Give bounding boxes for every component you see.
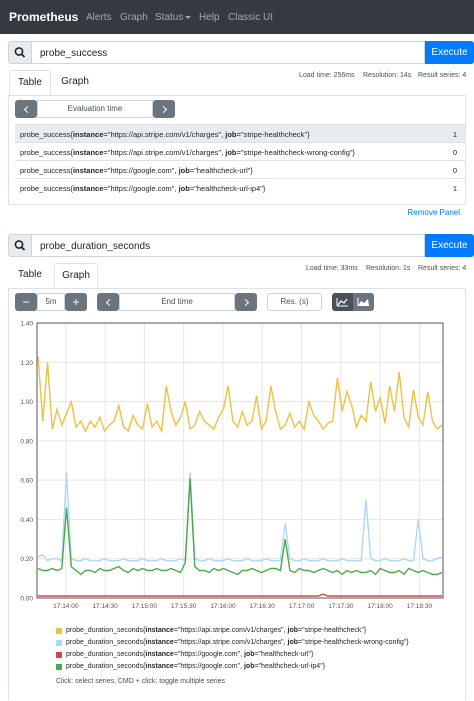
eval-time-next-button[interactable] (153, 100, 175, 118)
area-chart-icon (357, 298, 369, 306)
x-tick-label: 17:14:30 (92, 603, 118, 610)
nav-classic-ui[interactable]: Classic UI (228, 12, 274, 23)
nav-status-label: Status (155, 12, 184, 23)
x-tick-label: 17:15:30 (171, 603, 197, 610)
y-axis: 0.00 0.20 0.40 0.60 0.80 1.00 1.20 1.40 (20, 321, 33, 603)
series-line (38, 593, 442, 597)
execute-button[interactable]: Execute (425, 41, 474, 64)
x-axis: 17:14:00 17:14:30 17:15:00 17:15:30 17:16:00… (53, 603, 432, 610)
series-label: probe_success{instance="https://api.stri… (20, 148, 356, 157)
y-tick-label: 1.40 (20, 321, 33, 328)
execute-button[interactable]: Execute (425, 234, 474, 257)
search-icon (14, 47, 26, 58)
chevron-left-icon (105, 298, 113, 307)
range-decrease-button[interactable]: − (15, 293, 37, 311)
range-input[interactable]: 5m (37, 293, 65, 311)
expression-row: probe_duration_seconds Execute (8, 234, 474, 258)
series-label: probe_success{instance="https://google.c… (20, 166, 253, 175)
search-button[interactable] (8, 41, 32, 64)
chevron-down-icon (185, 15, 192, 19)
chart-grid (37, 322, 443, 599)
y-tick-label: 0.40 (20, 517, 33, 524)
x-tick-label: 17:17:00 (289, 603, 315, 610)
result-series: Result series: 4 (418, 72, 467, 79)
nav-alerts[interactable]: Alerts (86, 12, 112, 23)
chart-series (37, 356, 443, 597)
tab-table[interactable]: Table (18, 269, 42, 280)
end-time-next-button[interactable] (235, 293, 257, 311)
load-time: Load time: 256ms (299, 72, 355, 79)
series-value: 1 (452, 184, 457, 193)
tab-graph[interactable]: Graph (61, 76, 89, 87)
y-tick-label: 0.80 (20, 438, 33, 445)
legend-swatch (56, 652, 62, 658)
x-tick-label: 17:17:30 (328, 603, 354, 610)
x-tick-label: 17:18:30 (407, 603, 433, 610)
series-label: probe_success{instance="https://api.stri… (20, 130, 310, 139)
line-chart-toggle[interactable] (332, 293, 353, 311)
series-value: 0 (452, 148, 457, 157)
chevron-left-icon (23, 105, 31, 114)
y-tick-label: 0.20 (20, 556, 33, 563)
y-tick-label: 0.00 (20, 596, 33, 603)
table-tab-body (8, 95, 466, 205)
series-value: 0 (452, 166, 457, 175)
chevron-right-icon (159, 105, 167, 114)
series-value: 1 (452, 130, 457, 139)
load-time: Load time: 33ms (306, 265, 358, 272)
resolution-input[interactable]: Res. (s) (267, 293, 322, 311)
x-tick-label: 17:16:30 (250, 603, 276, 610)
resolution-stat: Resolution: 1s (366, 265, 411, 272)
expression-input[interactable]: probe_duration_seconds (32, 234, 425, 257)
table-row[interactable]: probe_success{instance="https://google.c… (15, 178, 465, 196)
navbar: Prometheus Alerts Graph Status Help Clas… (0, 0, 474, 34)
y-tick-label: 1.20 (20, 360, 33, 367)
eval-time-prev-button[interactable] (15, 100, 37, 118)
legend-hint: Click: select series, CMD + click: toggl… (56, 678, 226, 685)
end-time-input[interactable]: End time (119, 293, 235, 311)
resolution-stat: Resolution: 14s (363, 72, 412, 79)
brand-logo[interactable]: Prometheus (9, 10, 79, 24)
range-increase-button[interactable]: + (65, 293, 87, 311)
remove-panel-link[interactable]: Remove Panel (407, 208, 460, 217)
stacked-chart-toggle[interactable] (353, 293, 374, 311)
expression-row: probe_success Execute (8, 41, 474, 65)
x-tick-label: 17:16:00 (210, 603, 236, 610)
table-row[interactable]: probe_success{instance="https://api.stri… (15, 124, 465, 142)
y-tick-label: 0.60 (20, 478, 33, 485)
table-row[interactable]: probe_success{instance="https://api.stri… (15, 142, 465, 160)
x-tick-label: 17:18:00 (367, 603, 393, 610)
graph-chart[interactable]: 0.00 0.20 0.40 0.60 0.80 1.00 1.20 1.40 17:14:0… (0, 313, 474, 643)
result-series: Result series: 4 (418, 265, 467, 272)
search-button[interactable] (8, 234, 32, 257)
search-icon (14, 240, 26, 251)
legend-swatch (56, 628, 62, 634)
nav-help[interactable]: Help (199, 12, 220, 23)
line-chart-icon (336, 298, 348, 307)
x-tick-label: 17:15:00 (132, 603, 158, 610)
chevron-right-icon (241, 298, 249, 307)
expression-input[interactable]: probe_success (32, 41, 425, 64)
plot-border (36, 322, 444, 599)
series-line (37, 356, 443, 434)
tab-table[interactable]: Table (9, 70, 51, 96)
y-tick-label: 1.00 (20, 399, 33, 406)
legend-swatch (56, 640, 62, 646)
tab-graph[interactable]: Graph (54, 263, 98, 289)
legend-swatch (56, 664, 62, 670)
graph-tab-body (8, 288, 466, 700)
nav-graph[interactable]: Graph (120, 12, 148, 23)
series-label: probe_success{instance="https://google.c… (20, 184, 266, 193)
table-row[interactable]: probe_success{instance="https://google.c… (15, 160, 465, 178)
x-tick-label: 17:14:00 (53, 603, 79, 610)
nav-status[interactable]: Status (155, 12, 192, 23)
evaluation-time-input[interactable]: Evaluation time (37, 100, 153, 118)
end-time-prev-button[interactable] (97, 293, 119, 311)
series-line (37, 472, 443, 562)
series-line (37, 478, 443, 576)
